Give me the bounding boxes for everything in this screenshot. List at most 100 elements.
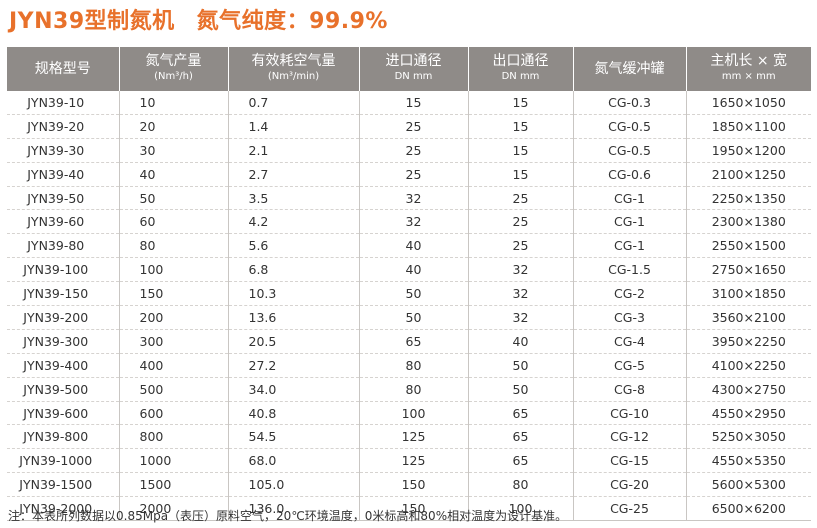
cell-size: 2300×1380 (685, 209, 811, 235)
cell-outlet: 15 (467, 91, 573, 115)
spec-table: 规格型号 氮气产量 (Nm³/h) 有效耗空气量 (Nm³/min) 进口通径 DN … (7, 47, 811, 522)
cell-air: 6.8 (227, 257, 359, 283)
cell-size: 6500×6200 (685, 496, 811, 522)
cell-outlet: 25 (467, 186, 573, 211)
cell-tank: CG-4 (572, 329, 686, 354)
cell-air: 136.0 (227, 496, 359, 522)
cell-size: 2100×1250 (685, 162, 811, 187)
header-air-consumption: 有效耗空气量 (Nm³/min) (227, 47, 359, 91)
cell-inlet: 150 (358, 496, 468, 522)
cell-tank: CG-15 (572, 448, 686, 474)
cell-air: 27.2 (227, 353, 359, 378)
table-row: JYN39-500 500 34.0 80 50 CG-8 4300×2750 (7, 377, 811, 402)
cell-outlet: 15 (467, 162, 573, 187)
cell-model: JYN39-40 (7, 162, 119, 187)
header-inlet-dn: 进口通径 DN mm (358, 47, 468, 91)
cell-inlet: 125 (358, 448, 468, 474)
cell-tank: CG-12 (572, 424, 686, 450)
cell-outlet: 50 (467, 377, 573, 402)
cell-inlet: 150 (358, 472, 468, 498)
cell-size: 4300×2750 (685, 377, 811, 402)
cell-model: JYN39-400 (7, 353, 119, 378)
cell-size: 2550×1500 (685, 233, 811, 259)
cell-size: 2750×1650 (685, 257, 811, 283)
cell-outlet: 15 (467, 138, 573, 163)
cell-output: 800 (118, 424, 228, 450)
page-title: JYN39型制氮机 氮气纯度：99.9% (9, 6, 388, 38)
cell-air: 68.0 (227, 448, 359, 474)
cell-outlet: 100 (467, 496, 573, 522)
cell-outlet: 65 (467, 448, 573, 474)
cell-inlet: 32 (358, 186, 468, 211)
cell-size: 3100×1850 (685, 281, 811, 307)
cell-air: 4.2 (227, 209, 359, 235)
table-row: JYN39-40 40 2.7 25 15 CG-0.6 2100×1250 (7, 162, 811, 187)
cell-outlet: 32 (467, 257, 573, 283)
cell-model: JYN39-600 (7, 401, 119, 426)
cell-air: 13.6 (227, 305, 359, 330)
cell-air: 10.3 (227, 281, 359, 307)
cell-outlet: 15 (467, 114, 573, 139)
cell-output: 400 (118, 353, 228, 378)
footnote: 注：本表所列数据以0.85Mpa（表压）原料空气，20℃环境温度，0米标高和80… (8, 509, 568, 523)
header-buffer-tank: 氮气缓冲罐 (572, 47, 686, 91)
cell-size: 1650×1050 (685, 91, 811, 115)
header-dimensions: 主机长 × 宽 mm × mm (685, 47, 811, 91)
table-row: JYN39-600 600 40.8 100 65 CG-10 4550×2950 (7, 401, 811, 426)
title-purity: 氮气纯度：99.9% (196, 9, 388, 34)
cell-size: 4100×2250 (685, 353, 811, 378)
cell-model: JYN39-1500 (7, 472, 119, 498)
cell-output: 200 (118, 305, 228, 330)
cell-output: 40 (118, 162, 228, 187)
cell-output: 80 (118, 233, 228, 259)
cell-inlet: 15 (358, 91, 468, 115)
cell-air: 20.5 (227, 329, 359, 354)
cell-model: JYN39-150 (7, 281, 119, 307)
cell-size: 4550×2950 (685, 401, 811, 426)
cell-tank: CG-0.3 (572, 91, 686, 115)
cell-inlet: 25 (358, 162, 468, 187)
header-model: 规格型号 (7, 47, 119, 91)
cell-inlet: 125 (358, 424, 468, 450)
cell-tank: CG-1 (572, 186, 686, 211)
cell-size: 2250×1350 (685, 186, 811, 211)
cell-model: JYN39-20 (7, 114, 119, 139)
cell-inlet: 80 (358, 353, 468, 378)
cell-air: 54.5 (227, 424, 359, 450)
table-row: JYN39-1500 1500 105.0 150 80 CG-20 5600×5300 (7, 472, 811, 498)
cell-tank: CG-3 (572, 305, 686, 330)
header-nitrogen-output: 氮气产量 (Nm³/h) (118, 47, 228, 91)
cell-output: 500 (118, 377, 228, 402)
cell-output: 100 (118, 257, 228, 283)
table-row: JYN39-2000 2000 136.0 150 100 CG-25 6500×6200 (7, 496, 811, 522)
cell-tank: CG-1.5 (572, 257, 686, 283)
cell-inlet: 40 (358, 257, 468, 283)
cell-tank: CG-1 (572, 233, 686, 259)
table-row: JYN39-100 100 6.8 40 32 CG-1.5 2750×1650 (7, 257, 811, 283)
cell-inlet: 100 (358, 401, 468, 426)
cell-size: 1850×1100 (685, 114, 811, 139)
cell-tank: CG-8 (572, 377, 686, 402)
cell-outlet: 32 (467, 305, 573, 330)
table-row: JYN39-20 20 1.4 25 15 CG-0.5 1850×1100 (7, 114, 811, 139)
cell-output: 1500 (118, 472, 228, 498)
cell-output: 150 (118, 281, 228, 307)
cell-model: JYN39-1000 (7, 448, 119, 474)
cell-inlet: 65 (358, 329, 468, 354)
cell-outlet: 50 (467, 353, 573, 378)
cell-size: 3950×2250 (685, 329, 811, 354)
cell-outlet: 40 (467, 329, 573, 354)
cell-tank: CG-20 (572, 472, 686, 498)
cell-tank: CG-2 (572, 281, 686, 307)
cell-inlet: 32 (358, 209, 468, 235)
cell-output: 30 (118, 138, 228, 163)
cell-inlet: 50 (358, 305, 468, 330)
table-row: JYN39-150 150 10.3 50 32 CG-2 3100×1850 (7, 281, 811, 307)
cell-inlet: 50 (358, 281, 468, 307)
cell-output: 2000 (118, 496, 228, 522)
table-row: JYN39-80 80 5.6 40 25 CG-1 2550×1500 (7, 233, 811, 259)
cell-inlet: 25 (358, 114, 468, 139)
cell-tank: CG-0.5 (572, 138, 686, 163)
table-row: JYN39-60 60 4.2 32 25 CG-1 2300×1380 (7, 209, 811, 235)
